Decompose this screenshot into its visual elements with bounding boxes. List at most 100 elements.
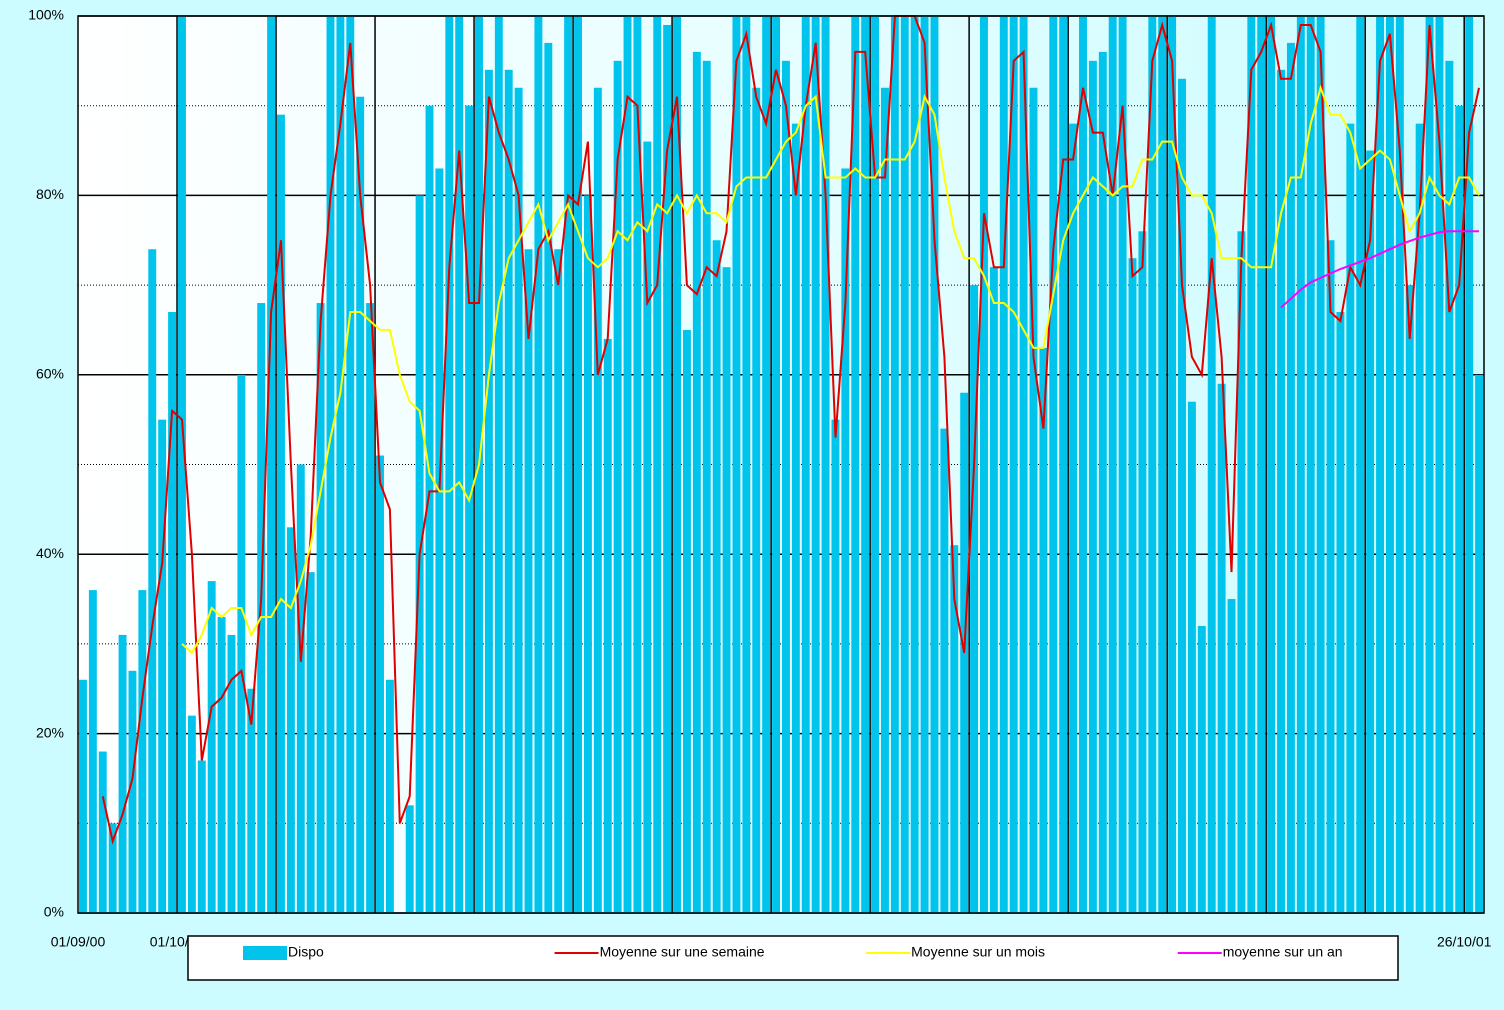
bar	[692, 51, 701, 913]
bar	[98, 751, 107, 913]
bar	[712, 240, 721, 913]
legend-box	[187, 935, 1399, 981]
bar	[910, 16, 919, 913]
bar	[514, 87, 523, 913]
bar	[534, 16, 543, 913]
bar	[435, 168, 444, 914]
bar	[1346, 123, 1355, 913]
bar	[217, 616, 226, 913]
bar	[336, 16, 345, 913]
bar	[1088, 60, 1097, 914]
x-tick-label: 26/10/01	[1437, 934, 1492, 950]
y-tick-label: 60%	[36, 366, 64, 382]
bar	[1415, 123, 1424, 913]
bar	[1148, 16, 1157, 913]
bar	[1098, 51, 1107, 913]
bar	[1445, 60, 1454, 914]
bar	[1316, 16, 1325, 913]
bar	[1435, 16, 1444, 913]
bar	[544, 42, 553, 914]
y-tick-label: 40%	[36, 545, 64, 561]
bar	[930, 16, 939, 913]
bar	[890, 16, 899, 913]
bar	[346, 16, 355, 913]
bar	[762, 16, 771, 913]
bar	[900, 16, 909, 913]
bar	[791, 123, 800, 913]
bar	[237, 374, 246, 913]
bar	[732, 16, 741, 913]
bar	[267, 16, 276, 913]
bar	[1227, 599, 1236, 913]
bar	[801, 16, 810, 913]
bar	[247, 688, 256, 913]
bar	[980, 16, 988, 913]
bar	[1138, 231, 1147, 913]
bar	[455, 16, 464, 913]
bar	[752, 87, 761, 913]
bar	[178, 16, 186, 913]
bar	[841, 168, 850, 914]
bar	[1405, 285, 1414, 914]
bar	[1475, 374, 1484, 913]
bar	[445, 16, 454, 913]
bar	[633, 16, 642, 913]
bar	[108, 823, 117, 913]
bar	[851, 16, 860, 913]
bar	[1207, 16, 1216, 913]
bar	[197, 760, 206, 913]
bar	[1108, 16, 1117, 913]
bar	[78, 679, 87, 913]
bar	[603, 338, 612, 913]
bar	[465, 105, 474, 913]
bar	[1039, 347, 1048, 913]
bar	[821, 16, 830, 913]
bar	[296, 464, 305, 913]
bar	[168, 312, 177, 913]
bar	[1217, 383, 1226, 913]
bar	[1366, 150, 1375, 914]
legend-label: Moyenne sur une semaine	[600, 944, 765, 960]
bar	[564, 16, 573, 913]
bar	[742, 16, 751, 913]
bar	[1385, 16, 1394, 913]
bar	[970, 285, 979, 914]
bar	[1277, 69, 1285, 913]
bar	[1237, 231, 1246, 913]
bar	[920, 16, 929, 913]
bar	[148, 249, 157, 914]
bar	[385, 679, 394, 913]
bar	[950, 545, 959, 913]
bar	[811, 16, 820, 913]
bar	[702, 60, 711, 914]
bar	[881, 87, 889, 913]
bar	[1326, 240, 1335, 913]
bar	[673, 16, 681, 913]
bar	[1158, 16, 1167, 913]
bar	[1128, 258, 1137, 913]
bar	[1376, 16, 1384, 913]
bar	[831, 419, 840, 913]
bar	[1009, 16, 1018, 913]
bar	[376, 455, 384, 913]
bar	[286, 527, 295, 913]
y-tick-label: 20%	[36, 724, 64, 740]
bar	[1286, 42, 1295, 914]
bar	[277, 114, 285, 914]
bar	[356, 96, 365, 914]
legend-label: Dispo	[288, 944, 324, 960]
bar	[1197, 625, 1206, 913]
bar	[940, 428, 949, 913]
bar	[772, 16, 781, 913]
bar	[722, 267, 731, 913]
x-tick-label: 01/09/00	[51, 934, 106, 950]
bar	[1019, 16, 1028, 913]
y-tick-label: 100%	[28, 7, 64, 23]
bar	[504, 69, 513, 913]
line	[181, 84, 1480, 655]
bar	[623, 16, 632, 913]
bar	[227, 634, 236, 913]
bar	[999, 16, 1008, 913]
bar	[613, 60, 622, 914]
bar	[593, 87, 602, 913]
